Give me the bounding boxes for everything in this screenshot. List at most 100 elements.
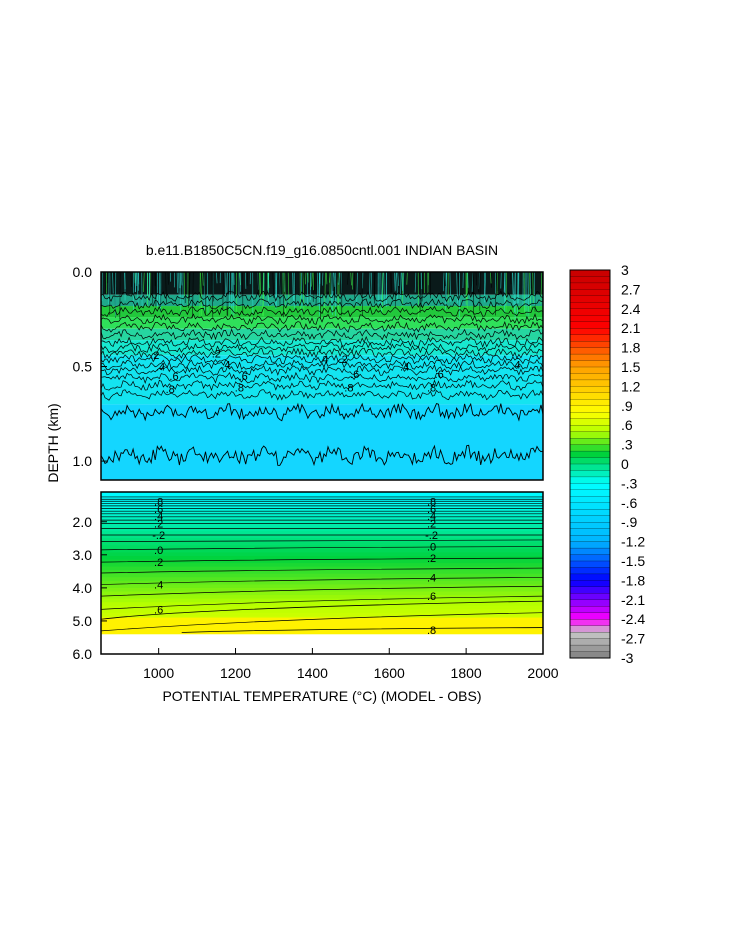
colorbar-swatch — [570, 315, 610, 322]
colorbar-swatch — [570, 632, 610, 639]
lower-contour-label: .0 — [154, 545, 163, 557]
lower-contour-label: -.2 — [152, 530, 165, 542]
x-tick-label: 1400 — [297, 665, 328, 681]
upper-contour-label: .6 — [435, 369, 444, 381]
colorbar-label: -2.4 — [621, 611, 645, 627]
lower-contour-label: .6 — [427, 591, 436, 603]
lower-y-tick-label: 2.0 — [73, 514, 93, 530]
lower-band — [101, 574, 543, 578]
colorbar-swatch — [570, 373, 610, 380]
upper-contour-label: .6 — [239, 371, 248, 383]
lower-contour-label: -.2 — [425, 530, 438, 542]
colorbar-swatch — [570, 535, 610, 542]
colorbar-swatch — [570, 464, 610, 471]
colorbar-swatch — [570, 470, 610, 477]
colorbar-label: -3 — [621, 650, 634, 666]
colorbar-label: 2.4 — [621, 301, 641, 317]
colorbar-swatch — [570, 425, 610, 432]
upper-contour-label: .2 — [150, 350, 159, 362]
colorbar-swatch — [570, 542, 610, 549]
chart-title: b.e11.B1850C5CN.f19_g16.0850cntl.001 IND… — [146, 242, 498, 258]
lower-contour-label: .2 — [427, 518, 436, 530]
colorbar-swatch — [570, 458, 610, 465]
colorbar-label: .9 — [621, 398, 633, 414]
colorbar-label: .6 — [621, 417, 633, 433]
lower-y-tick-label: 4.0 — [73, 580, 93, 596]
colorbar-swatch — [570, 399, 610, 406]
lower-y-tick-label: 6.0 — [73, 646, 93, 662]
upper-contour-label: .8 — [166, 384, 175, 396]
lower-contour-label: .2 — [154, 557, 163, 569]
colorbar-swatch — [570, 606, 610, 613]
lower-band-yellow — [101, 618, 543, 635]
colorbar-label: 2.7 — [621, 281, 641, 297]
lower-contour-label: .2 — [154, 518, 163, 530]
upper-band-3 — [101, 317, 543, 328]
upper-band-7 — [101, 404, 543, 480]
colorbar-swatch — [570, 367, 610, 374]
colorbar-swatch — [570, 348, 610, 355]
colorbar — [570, 270, 610, 658]
lower-contour-label: .0 — [427, 542, 436, 554]
colorbar-swatch — [570, 529, 610, 536]
lower-band-bottom — [101, 634, 543, 654]
colorbar-swatch — [570, 574, 610, 581]
upper-y-tick-label: 1.0 — [73, 453, 93, 469]
upper-contour-label: .2 — [212, 348, 221, 360]
colorbar-swatch — [570, 477, 610, 484]
x-tick-label: 2000 — [527, 665, 558, 681]
colorbar-swatch — [570, 296, 610, 303]
lower-band — [101, 570, 543, 574]
upper-contour-label: .6 — [350, 369, 359, 381]
upper-band-2 — [101, 306, 543, 317]
colorbar-swatch — [570, 328, 610, 335]
lower-contour-label: .8 — [427, 625, 436, 637]
colorbar-swatch — [570, 587, 610, 594]
colorbar-label: 2.1 — [621, 320, 641, 336]
x-tick-label: 1200 — [220, 665, 251, 681]
lower-contour-label: .6 — [154, 604, 163, 616]
lower-contour-label: .2 — [427, 553, 436, 565]
x-axis-label: POTENTIAL TEMPERATURE (°C) (MODEL - OBS) — [162, 688, 481, 704]
colorbar-label: 3 — [621, 262, 629, 278]
colorbar-label: 1.2 — [621, 378, 641, 394]
colorbar-swatch — [570, 522, 610, 529]
colorbar-swatch — [570, 503, 610, 510]
upper-contour-label: .8 — [344, 382, 353, 394]
colorbar-swatch — [570, 496, 610, 503]
lower-y-tick-label: 5.0 — [73, 613, 93, 629]
colorbar-swatch — [570, 380, 610, 387]
upper-contour-label: .4 — [319, 354, 328, 366]
colorbar-label: -2.1 — [621, 592, 645, 608]
colorbar-swatch — [570, 516, 610, 523]
colorbar-swatch — [570, 302, 610, 309]
upper-contour-label: .4 — [512, 360, 521, 372]
lower-contour-label: .4 — [154, 580, 163, 592]
colorbar-swatch — [570, 419, 610, 426]
upper-contour-label: .8 — [235, 382, 244, 394]
colorbar-swatch — [570, 451, 610, 458]
colorbar-swatch — [570, 270, 610, 277]
colorbar-swatch — [570, 361, 610, 368]
colorbar-label: -1.8 — [621, 572, 645, 588]
upper-y-tick-label: 0.5 — [73, 359, 93, 375]
colorbar-labels: 32.72.42.11.81.51.2.9.6.30-.3-.6-.9-1.2-… — [621, 262, 645, 666]
colorbar-label: -1.2 — [621, 534, 645, 550]
colorbar-swatch — [570, 593, 610, 600]
x-tick-label: 1600 — [374, 665, 405, 681]
colorbar-label: .3 — [621, 437, 633, 453]
upper-contour-label: .8 — [427, 382, 436, 394]
colorbar-swatch — [570, 341, 610, 348]
colorbar-swatch — [570, 276, 610, 283]
colorbar-swatch — [570, 613, 610, 620]
colorbar-label: -.9 — [621, 514, 638, 530]
colorbar-swatch — [570, 619, 610, 626]
lower-contour-label: .4 — [427, 572, 436, 584]
colorbar-swatch — [570, 483, 610, 490]
upper-band-5 — [101, 340, 543, 355]
upper-contour-label: .2 — [339, 354, 348, 366]
colorbar-swatch — [570, 580, 610, 587]
colorbar-swatch — [570, 445, 610, 452]
colorbar-swatch — [570, 639, 610, 646]
